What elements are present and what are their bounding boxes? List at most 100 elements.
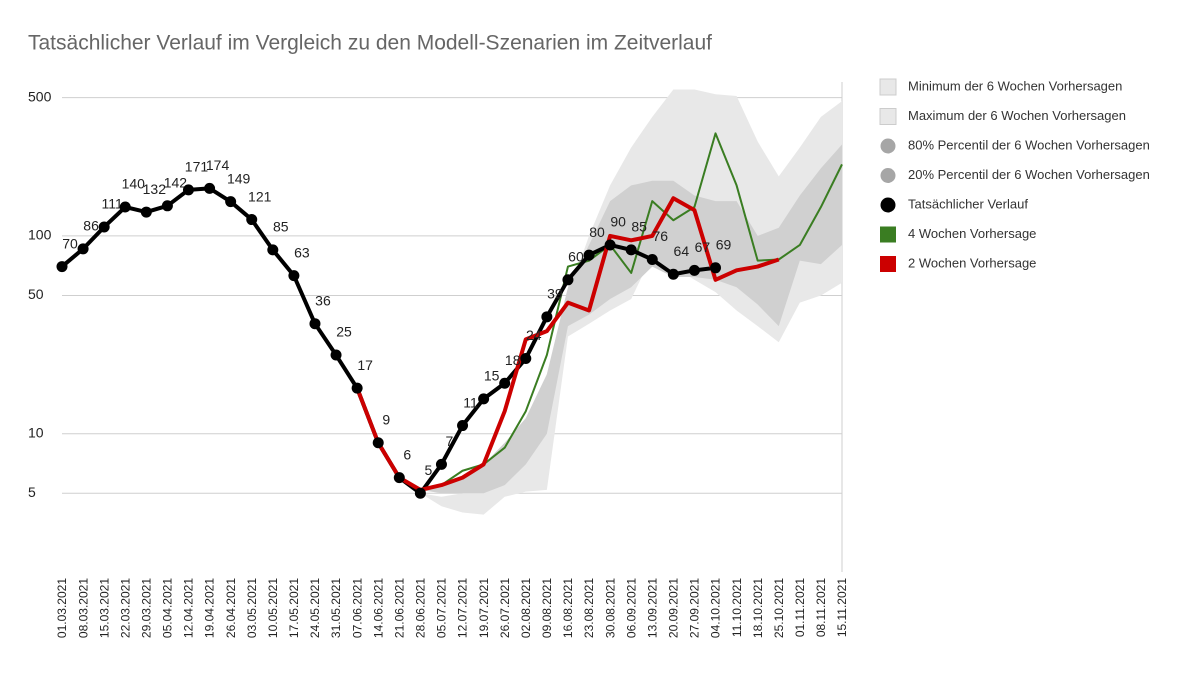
x-tick-label: 13.09.2021 — [645, 578, 659, 638]
y-tick-label: 500 — [28, 88, 52, 104]
legend-label: 2 Wochen Vorhersage — [908, 255, 1036, 270]
x-tick-label: 10.05.2021 — [266, 578, 280, 638]
data-label: 63 — [294, 244, 310, 260]
legend-label: Minimum der 6 Wochen Vorhersagen — [908, 78, 1122, 93]
legend-swatch — [879, 108, 897, 125]
data-label: 11 — [463, 394, 478, 410]
x-tick-label: 19.07.2021 — [477, 578, 491, 638]
legend-swatch — [880, 138, 896, 154]
data-label: 7 — [446, 433, 454, 449]
x-tick-label: 05.07.2021 — [435, 578, 449, 638]
data-label: 111 — [102, 196, 123, 212]
data-label: 85 — [631, 219, 647, 235]
data-point — [204, 182, 216, 194]
x-tick-label: 23.08.2021 — [582, 578, 596, 638]
data-point — [562, 274, 574, 286]
data-point — [351, 382, 363, 394]
x-tick-label: 04.10.2021 — [709, 578, 723, 638]
x-tick-label: 12.07.2021 — [456, 578, 470, 638]
data-label: 6 — [403, 446, 411, 462]
x-tick-label: 25.10.2021 — [772, 578, 786, 638]
x-tick-label: 26.07.2021 — [498, 578, 512, 638]
data-point — [288, 270, 300, 282]
data-point — [309, 318, 321, 330]
legend-label: 4 Wochen Vorhersage — [908, 226, 1036, 241]
data-label: 9 — [382, 411, 390, 427]
data-label: 142 — [164, 175, 188, 191]
data-point — [98, 221, 110, 233]
x-tick-label: 24.05.2021 — [308, 578, 322, 638]
data-point — [435, 458, 447, 470]
x-tick-label: 31.05.2021 — [329, 578, 343, 638]
x-tick-label: 01.03.2021 — [55, 578, 69, 638]
data-label: 174 — [206, 157, 230, 173]
legend-label: 20% Percentil der 6 Wochen Vorhersagen — [908, 167, 1150, 182]
data-label: 149 — [227, 170, 251, 186]
x-tick-label: 21.06.2021 — [392, 578, 406, 638]
x-tick-label: 17.05.2021 — [287, 578, 301, 638]
data-point — [414, 487, 426, 499]
data-point — [541, 311, 553, 323]
data-label: 25 — [336, 324, 352, 340]
data-label: 15 — [484, 368, 500, 384]
x-tick-label: 03.05.2021 — [245, 578, 259, 638]
data-point — [225, 196, 237, 208]
data-point — [583, 249, 595, 261]
data-point — [457, 420, 469, 432]
data-label: 70 — [62, 235, 78, 251]
data-point — [182, 184, 194, 196]
data-label: 140 — [122, 176, 146, 192]
forecast-band — [420, 89, 842, 515]
data-point — [56, 261, 68, 273]
x-tick-label: 08.11.2021 — [814, 578, 828, 637]
data-point — [119, 201, 131, 213]
x-tick-label: 09.08.2021 — [540, 578, 554, 638]
x-tick-label: 06.09.2021 — [624, 578, 638, 638]
data-label: 67 — [695, 239, 711, 255]
legend-label: Maximum der 6 Wochen Vorhersagen — [908, 108, 1126, 123]
y-tick-label: 10 — [28, 424, 44, 440]
data-label: 132 — [143, 181, 167, 197]
data-point — [161, 200, 173, 212]
legend-swatch — [880, 226, 896, 243]
data-label: 76 — [652, 228, 668, 244]
x-tick-label: 27.09.2021 — [688, 578, 702, 638]
x-tick-label: 29.03.2021 — [139, 578, 153, 638]
data-point — [688, 264, 700, 276]
data-point — [330, 349, 342, 361]
data-label: 24 — [526, 327, 542, 343]
data-point — [140, 206, 152, 218]
x-tick-label: 16.08.2021 — [561, 578, 575, 638]
data-label: 85 — [273, 219, 289, 235]
data-point — [267, 244, 279, 256]
data-point — [372, 437, 384, 449]
data-label: 121 — [248, 188, 272, 204]
x-tick-label: 02.08.2021 — [519, 578, 533, 638]
x-tick-label: 07.06.2021 — [350, 578, 364, 638]
data-label: 60 — [568, 249, 584, 265]
legend-swatch — [879, 78, 897, 96]
x-tick-label: 22.03.2021 — [118, 578, 132, 638]
x-tick-label: 20.09.2021 — [667, 578, 681, 638]
x-tick-label: 30.08.2021 — [603, 578, 617, 638]
x-tick-label: 18.10.2021 — [751, 578, 765, 638]
chart-title: Tatsächlicher Verlauf im Vergleich zu de… — [28, 32, 712, 55]
x-tick-label: 01.11.2021 — [793, 578, 807, 637]
data-label: 69 — [716, 237, 732, 253]
data-point — [710, 262, 722, 274]
data-point — [246, 214, 258, 226]
legend-swatch — [880, 256, 896, 272]
data-point — [520, 353, 532, 365]
x-tick-label: 19.04.2021 — [203, 578, 217, 638]
data-label: 18 — [505, 352, 521, 368]
data-point — [77, 243, 89, 255]
data-point — [646, 254, 658, 266]
legend-swatch — [880, 168, 896, 183]
y-tick-label: 50 — [28, 286, 44, 302]
y-tick-label: 5 — [28, 484, 36, 500]
data-point — [478, 393, 490, 405]
x-tick-label: 26.04.2021 — [224, 578, 238, 638]
x-tick-label: 12.04.2021 — [182, 578, 196, 638]
series-line — [355, 196, 780, 492]
x-tick-label: 08.03.2021 — [76, 578, 90, 638]
